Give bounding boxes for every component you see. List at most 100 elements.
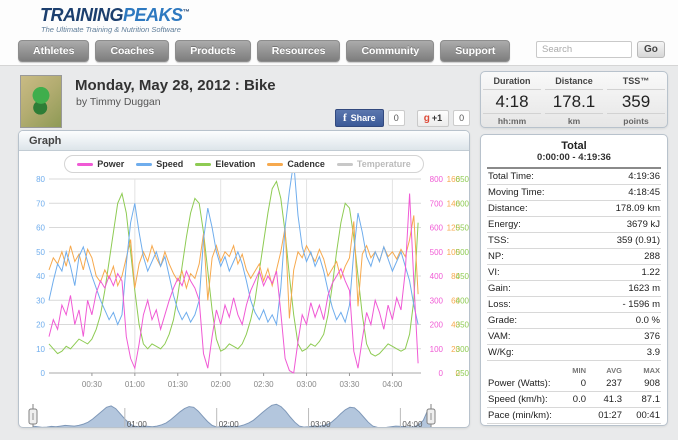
summary-row: NP: 288 — [487, 249, 661, 265]
workout-chart[interactable]: 0102030405060708001002003004005006007008… — [19, 161, 470, 395]
nav-button-resources[interactable]: Resources — [256, 40, 341, 62]
svg-text:650: 650 — [456, 175, 470, 184]
summary-row: Loss: - 1596 m — [487, 297, 661, 313]
search-area: Go — [536, 41, 665, 58]
svg-text:02:30: 02:30 — [254, 380, 275, 389]
svg-text:250: 250 — [456, 369, 470, 378]
legend-item-elevation[interactable]: Elevation — [195, 159, 255, 169]
svg-text:01:00: 01:00 — [127, 420, 148, 428]
chart-range-navigator[interactable]: 01:00 02:00 03:00 04:00 — [19, 400, 470, 428]
nav-button-products[interactable]: Products — [175, 40, 251, 62]
facebook-icon: f — [343, 112, 347, 124]
nav-button-community[interactable]: Community — [346, 40, 435, 62]
svg-text:40: 40 — [451, 321, 460, 330]
stat-column: Distance 178.1 km — [543, 72, 605, 127]
stat-unit: points — [623, 116, 649, 126]
legend-swatch-cadence — [267, 162, 284, 166]
svg-text:400: 400 — [456, 296, 470, 305]
stat-value: 178.1 — [545, 90, 603, 114]
search-go-button[interactable]: Go — [637, 41, 665, 58]
svg-text:550: 550 — [456, 224, 470, 233]
legend-item-temperature[interactable]: Temperature — [336, 159, 411, 169]
main-nav: Athletes Coaches Products Resources Communit… — [18, 40, 511, 62]
logo-text-peaks: PEAKS — [123, 5, 183, 25]
chart-legend-pill: Power Speed Elevation Cadence Temperature — [64, 155, 424, 173]
nav-handle-left[interactable] — [28, 404, 38, 428]
legend-swatch-speed — [136, 162, 153, 166]
min-avg-max-header: MIN AVG MAX — [572, 366, 660, 375]
svg-text:160: 160 — [447, 175, 461, 184]
svg-text:200: 200 — [430, 321, 444, 330]
svg-text:300: 300 — [430, 296, 444, 305]
summary-row: Moving Time: 4:18:45 — [487, 185, 661, 201]
svg-text:60: 60 — [451, 296, 460, 305]
svg-text:70: 70 — [36, 199, 45, 208]
svg-text:100: 100 — [447, 248, 461, 257]
summary-row: Grade: 0.0 % — [487, 313, 661, 329]
google-plus-one-button[interactable]: g +1 — [416, 109, 450, 127]
svg-text:300: 300 — [456, 345, 470, 354]
stat-value: 359 — [607, 90, 665, 114]
svg-text:50: 50 — [36, 248, 45, 257]
workout-title: Monday, May 28, 2012 : Bike — [75, 77, 276, 94]
svg-text:02:00: 02:00 — [211, 380, 232, 389]
site-header: TRAININGPEAKS™ The Ultimate Training & N… — [0, 0, 678, 66]
nav-button-athletes[interactable]: Athletes — [18, 40, 90, 62]
stat-column: TSS™ 359 points — [605, 72, 667, 127]
svg-text:600: 600 — [456, 199, 470, 208]
min-avg-max-row: Power (Watts): 0 237 908 — [487, 376, 661, 392]
graph-panel-header: Graph — [19, 131, 469, 151]
svg-text:0: 0 — [456, 369, 461, 378]
quick-stats-box: Duration 4:18 hh:mm Distance 178.1 km TSS™ 359 p… — [480, 71, 668, 128]
facebook-share-button[interactable]: f Share — [335, 109, 384, 127]
nav-button-support[interactable]: Support — [440, 40, 511, 62]
google-plus-one-count: 0 — [453, 110, 471, 126]
svg-text:30: 30 — [36, 296, 45, 305]
stat-value: 4:18 — [483, 90, 541, 114]
brand-tagline: The Ultimate Training & Nutrition Softwa… — [41, 25, 181, 34]
svg-text:03:30: 03:30 — [339, 380, 360, 389]
svg-text:01:00: 01:00 — [125, 380, 146, 389]
facebook-share-label: Share — [350, 113, 376, 123]
workout-byline: by Timmy Duggan — [76, 96, 161, 108]
legend-item-cadence[interactable]: Cadence — [267, 159, 325, 169]
svg-text:100: 100 — [430, 345, 444, 354]
svg-text:0: 0 — [439, 369, 444, 378]
svg-text:03:00: 03:00 — [297, 380, 318, 389]
svg-text:80: 80 — [451, 272, 460, 281]
summary-row: Total Time: 4:19:36 — [487, 169, 661, 185]
trainingpeaks-logo[interactable]: TRAININGPEAKS™ — [40, 5, 189, 26]
min-avg-max-table: MIN AVG MAX Power (Watts): 0 237 908 Speed (km/… — [487, 365, 661, 425]
summary-row: VI: 1.22 — [487, 265, 661, 281]
logo-text-training: TRAINING — [40, 5, 124, 25]
google-plus-one-label: +1 — [431, 113, 443, 123]
svg-text:00:30: 00:30 — [82, 380, 103, 389]
svg-text:02:00: 02:00 — [219, 420, 240, 428]
svg-text:350: 350 — [456, 321, 470, 330]
legend-swatch-temperature — [336, 162, 353, 166]
svg-text:20: 20 — [451, 345, 460, 354]
min-avg-max-row: Pace (min/km): 01:27 00:41 — [487, 408, 661, 424]
svg-text:60: 60 — [36, 224, 45, 233]
legend-item-speed[interactable]: Speed — [136, 159, 183, 169]
stat-label: TSS™ — [607, 76, 665, 90]
nav-button-coaches[interactable]: Coaches — [95, 40, 170, 62]
facebook-share-count: 0 — [387, 110, 405, 126]
athlete-photo — [20, 75, 62, 128]
google-plus-icon: g — [423, 112, 430, 124]
legend-swatch-power — [77, 162, 94, 166]
svg-text:80: 80 — [36, 175, 45, 184]
min-avg-max-row: Cadence (rpm):2093145 — [487, 424, 661, 425]
svg-text:04:00: 04:00 — [402, 420, 423, 428]
nav-handle-right[interactable] — [426, 404, 436, 428]
legend-item-power[interactable]: Power — [77, 159, 124, 169]
stat-label: Duration — [483, 76, 541, 90]
svg-text:10: 10 — [36, 345, 45, 354]
svg-text:500: 500 — [430, 248, 444, 257]
svg-text:450: 450 — [456, 272, 470, 281]
svg-text:140: 140 — [447, 199, 461, 208]
search-input[interactable] — [536, 41, 632, 58]
svg-text:01:30: 01:30 — [168, 380, 189, 389]
legend-swatch-elevation — [195, 162, 212, 166]
